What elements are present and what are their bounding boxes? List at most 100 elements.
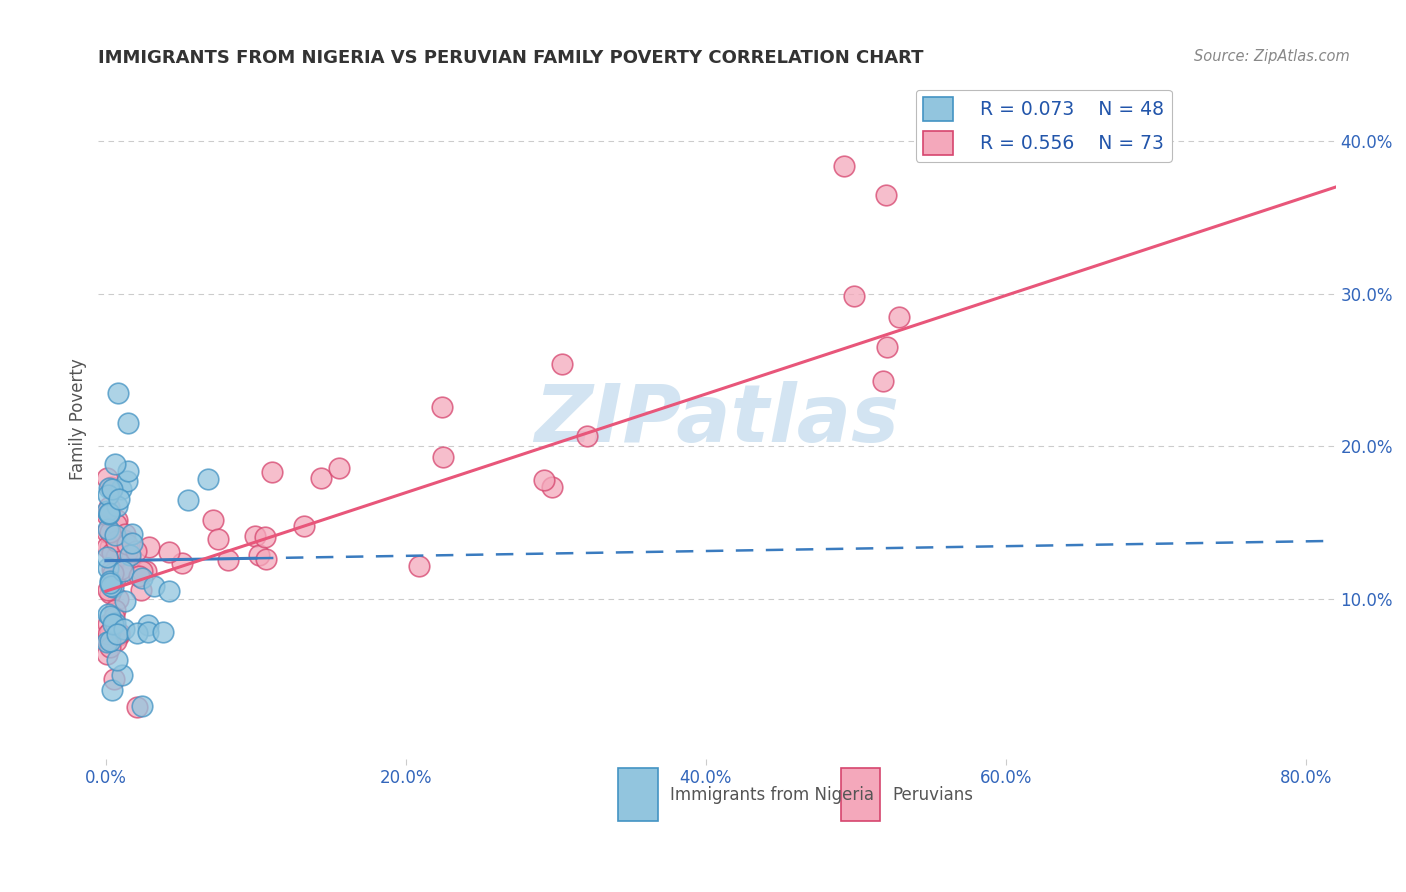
Point — [98, 633, 121, 648]
Point — [97, 617, 120, 632]
Point — [432, 400, 454, 414]
Point — [104, 549, 127, 564]
Point — [96, 508, 118, 523]
Point — [96, 632, 118, 646]
Point — [117, 474, 139, 488]
Point — [131, 564, 153, 578]
Point — [97, 500, 120, 515]
Point — [142, 579, 165, 593]
Point — [110, 562, 132, 576]
Point — [105, 627, 128, 641]
Point — [111, 564, 134, 578]
Point — [97, 560, 120, 574]
Point — [114, 533, 136, 547]
Point — [107, 628, 129, 642]
Point — [100, 525, 122, 540]
Point — [117, 464, 139, 478]
Point — [118, 551, 141, 566]
Point — [872, 374, 894, 388]
Point — [105, 499, 128, 513]
Point — [105, 513, 128, 527]
Point — [309, 471, 332, 485]
Point — [104, 602, 127, 616]
Point — [875, 187, 897, 202]
Point — [207, 532, 229, 546]
Point — [136, 624, 159, 639]
Point — [110, 482, 132, 496]
Point — [97, 522, 120, 536]
Point — [105, 653, 128, 667]
Point — [832, 159, 855, 173]
Point — [256, 552, 278, 566]
Point — [131, 698, 153, 713]
Point — [100, 579, 122, 593]
Point — [107, 385, 129, 400]
Point — [115, 537, 138, 551]
Point — [201, 513, 224, 527]
Point — [96, 525, 118, 540]
Point — [96, 541, 118, 555]
Point — [103, 672, 125, 686]
Point — [101, 546, 124, 560]
Point — [136, 617, 159, 632]
Point — [243, 529, 266, 543]
Point — [408, 558, 430, 573]
Point — [104, 534, 127, 549]
Point — [125, 544, 148, 558]
Point — [98, 608, 121, 623]
Point — [98, 506, 121, 520]
Point — [118, 549, 141, 563]
Point — [128, 569, 150, 583]
Point — [104, 616, 127, 631]
Point — [125, 700, 148, 714]
Point — [100, 480, 122, 494]
Point — [96, 635, 118, 649]
Point — [107, 491, 129, 506]
Point — [197, 472, 219, 486]
Point — [98, 586, 121, 600]
Point — [117, 545, 139, 559]
Point — [120, 565, 142, 579]
Point — [103, 610, 125, 624]
Point — [121, 527, 143, 541]
Point — [100, 683, 122, 698]
Point — [117, 417, 139, 431]
Point — [540, 480, 562, 494]
Text: Source: ZipAtlas.com: Source: ZipAtlas.com — [1194, 49, 1350, 64]
Legend:   R = 0.073    N = 48,   R = 0.556    N = 73: R = 0.073 N = 48, R = 0.556 N = 73 — [915, 90, 1171, 162]
Point — [177, 492, 200, 507]
Point — [262, 465, 284, 479]
Text: Peruvians: Peruvians — [893, 786, 974, 804]
Point — [101, 580, 124, 594]
Point — [107, 626, 129, 640]
Point — [98, 540, 121, 554]
Point — [121, 536, 143, 550]
Point — [105, 633, 128, 648]
Point — [98, 575, 121, 590]
Point — [96, 471, 118, 485]
Point — [576, 429, 599, 443]
Point — [129, 583, 152, 598]
Point — [97, 507, 120, 521]
Point — [103, 528, 125, 542]
Point — [104, 457, 127, 471]
Point — [104, 572, 127, 586]
Point — [112, 622, 135, 636]
Point — [98, 640, 121, 655]
Point — [157, 545, 180, 559]
Point — [101, 566, 124, 581]
Point — [101, 561, 124, 575]
Point — [292, 518, 315, 533]
FancyBboxPatch shape — [841, 768, 880, 821]
Point — [152, 624, 174, 639]
Point — [247, 548, 270, 562]
Point — [138, 540, 160, 554]
Text: Immigrants from Nigeria: Immigrants from Nigeria — [671, 786, 875, 804]
Point — [107, 592, 129, 607]
Y-axis label: Family Poverty: Family Poverty — [69, 359, 87, 481]
Point — [97, 627, 120, 641]
Point — [127, 626, 149, 640]
Text: IMMIGRANTS FROM NIGERIA VS PERUVIAN FAMILY POVERTY CORRELATION CHART: IMMIGRANTS FROM NIGERIA VS PERUVIAN FAMI… — [98, 49, 924, 67]
Point — [217, 553, 239, 567]
Point — [98, 574, 121, 589]
